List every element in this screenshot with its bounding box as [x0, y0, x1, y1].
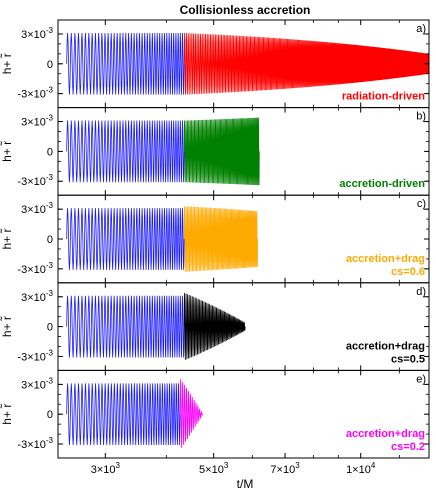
- y-tick-label: -3×10-3: [17, 173, 53, 188]
- y-tick-label: 0: [47, 59, 53, 71]
- panel-letter: a): [416, 23, 426, 35]
- series-inspiral-line: [66, 32, 185, 95]
- series-label: accretion+drag: [346, 428, 425, 440]
- y-tick-label: 0: [47, 146, 53, 158]
- series-inspiral-line: [66, 383, 181, 446]
- y-tick-label: -3×10-3: [17, 348, 53, 363]
- x-axis-label: t/M: [237, 477, 254, 491]
- y-tick-label: 3×10-3: [21, 114, 53, 129]
- x-tick-label: 3×103: [91, 461, 121, 476]
- y-tick-label: 3×10-3: [21, 289, 53, 304]
- series-label: cs=0.5: [391, 353, 425, 365]
- series-label: radiation-driven: [342, 91, 425, 103]
- series-post-transition-line: [183, 206, 258, 272]
- figure-title: Collisionless accretion: [180, 3, 311, 17]
- y-axis-label: h+ r̃: [0, 316, 14, 337]
- y-tick-label: 3×10-3: [21, 376, 53, 391]
- panel-a: 3×10-3 0 -3×10-3h+ r̃ a) radiation-driven: [0, 19, 430, 109]
- series-label: accretion+drag: [346, 340, 425, 352]
- y-tick-label: -3×10-3: [17, 436, 53, 451]
- y-tick-label: 0: [47, 234, 53, 246]
- series-label: cs=0.2: [391, 441, 425, 453]
- y-tick-label: 0: [47, 322, 53, 334]
- x-tick-label: 5×103: [199, 461, 229, 476]
- series-inspiral-line: [66, 295, 185, 358]
- x-tick-label: 7×103: [270, 461, 300, 476]
- series-label: cs=0.6: [391, 266, 425, 278]
- x-tick-label: 1×104: [346, 461, 376, 476]
- panel-letter: e): [416, 373, 426, 385]
- series-post-transition-line: [183, 32, 430, 95]
- y-axis-label: h+ r̃: [0, 140, 14, 161]
- panel-letter: c): [417, 198, 426, 210]
- series-inspiral-line: [66, 120, 185, 183]
- panel-c: 3×10-3 0 -3×10-3h+ r̃ c) accretion+dragcs=0.…: [0, 194, 430, 284]
- y-axis-label: h+ r̃: [0, 403, 14, 424]
- y-tick-label: -3×10-3: [17, 86, 53, 101]
- y-tick-label: 3×10-3: [21, 201, 53, 216]
- y-tick-label: 3×10-3: [21, 26, 53, 41]
- panel-letter: b): [416, 111, 426, 123]
- series-inspiral-line: [66, 208, 185, 270]
- y-axis-label: h+ r̃: [0, 53, 14, 74]
- panel-d: 3×10-3 0 -3×10-3h+ r̃ d) accretion+dragcs=0.…: [0, 282, 430, 371]
- y-axis-label: h+ r̃: [0, 228, 14, 249]
- y-tick-label: -3×10-3: [17, 261, 53, 276]
- panel-letter: d): [416, 286, 426, 298]
- y-tick-label: 0: [47, 409, 53, 421]
- series-label: accretion-driven: [339, 178, 425, 190]
- panels: 3×10-30-3×10-3h+ r̃a)radiation-driven3×1…: [0, 19, 430, 459]
- x-axis: 3×103 5×103 7×103 1×104: [91, 461, 376, 476]
- series-post-transition-line: [183, 117, 260, 186]
- series-label: accretion+drag: [346, 253, 425, 265]
- panel-e: 3×10-3 0 -3×10-3h+ r̃ e) accretion+dragcs=0.…: [0, 369, 430, 459]
- series-post-transition-line: [179, 379, 204, 449]
- series-post-transition-line: [183, 292, 246, 360]
